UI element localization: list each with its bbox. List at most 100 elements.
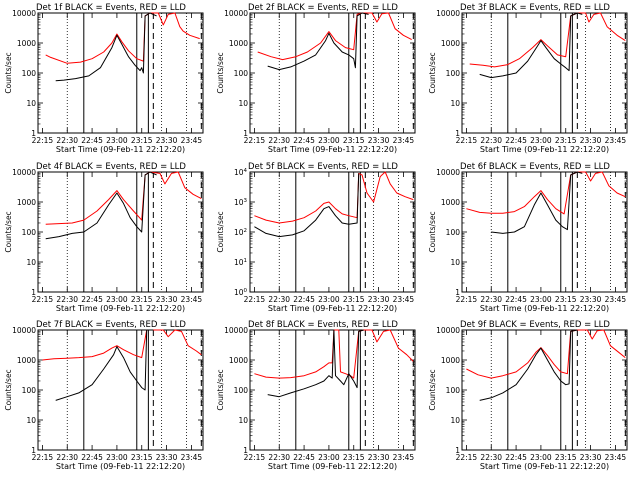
x-tick-label: 23:00 — [318, 295, 340, 304]
y-tick-label: 1000 — [17, 198, 36, 207]
y-axis-label: Counts/sec — [216, 369, 225, 410]
series-line-lld — [466, 171, 626, 215]
x-tick-label: 23:30 — [580, 295, 602, 304]
y-tick-label: 1 — [243, 129, 248, 138]
x-axis-label: Start Time (09-Feb-11 22:12:20) — [268, 304, 397, 313]
y-tick-label: 1 — [455, 446, 460, 455]
x-tick-label: 23:15 — [131, 453, 153, 462]
x-tick-label: 23:15 — [343, 295, 365, 304]
panel-7: Det 7f BLACK = Events, RED = LLD 1 10 100 10… — [4, 320, 204, 471]
x-tick-label: 23:00 — [318, 136, 340, 145]
x-axis-label: Start Time (09-Feb-11 22:12:20) — [56, 304, 185, 313]
x-axis-label: Start Time (09-Feb-11 22:12:20) — [56, 462, 185, 471]
y-tick-label: 100 — [234, 69, 249, 78]
x-tick-label: 22:45 — [293, 453, 315, 462]
y-tick-label: 10000 — [12, 9, 36, 18]
y-tick-label: 10 — [26, 258, 36, 267]
panel-title: Det 7f BLACK = Events, RED = LLD — [36, 320, 186, 330]
x-tick-label: 23:45 — [181, 295, 203, 304]
x-tick-label: 22:15 — [456, 453, 478, 462]
x-tick-label: 23:15 — [555, 295, 577, 304]
x-tick-label: 23:45 — [393, 295, 415, 304]
x-tick-label: 23:30 — [156, 295, 178, 304]
x-tick-label: 22:30 — [56, 136, 78, 145]
y-tick-label: 10 — [450, 258, 460, 267]
x-axis-label: Start Time (09-Feb-11 22:12:20) — [268, 462, 397, 471]
x-tick-label: 22:30 — [480, 453, 502, 462]
panel-title: Det 3f BLACK = Events, RED = LLD — [460, 3, 610, 13]
x-tick-label: 23:30 — [156, 453, 178, 462]
series-line-events — [55, 329, 154, 401]
y-tick-label: 1000 — [17, 39, 36, 48]
x-tick-label: 22:15 — [456, 136, 478, 145]
x-axis-label: Start Time (09-Feb-11 22:12:20) — [480, 304, 609, 313]
y-tick-label: 1 — [31, 288, 36, 297]
x-tick-label: 23:30 — [368, 453, 390, 462]
y-tick-label: 100 — [22, 228, 37, 237]
series-line-lld — [469, 12, 626, 68]
y-tick-label: 103 — [234, 198, 248, 207]
panel-4: Det 4f BLACK = Events, RED = LLD 1 10 100 10… — [4, 162, 204, 313]
y-axis-label: Counts/sec — [428, 369, 437, 410]
y-tick-label: 104 — [234, 168, 248, 177]
panel-3: Det 3f BLACK = Events, RED = LLD 1 10 100 10… — [428, 3, 628, 154]
y-tick-label: 100 — [234, 386, 249, 395]
x-tick-label: 22:30 — [268, 136, 290, 145]
panel-title: Det 5f BLACK = Events, RED = LLD — [248, 162, 398, 172]
panel-title: Det 4f BLACK = Events, RED = LLD — [36, 162, 186, 172]
x-tick-label: 22:15 — [244, 295, 266, 304]
series-line-lld — [254, 171, 414, 224]
y-tick-label: 10000 — [436, 168, 460, 177]
y-tick-label: 1 — [243, 446, 248, 455]
x-tick-label: 23:00 — [106, 295, 128, 304]
series-line-events — [267, 12, 369, 71]
y-tick-label: 1 — [31, 129, 36, 138]
x-tick-label: 23:00 — [106, 136, 128, 145]
y-tick-label: 1000 — [229, 39, 248, 48]
x-tick-label: 23:15 — [343, 136, 365, 145]
y-tick-label: 10 — [450, 416, 460, 425]
y-tick-label: 10000 — [436, 9, 460, 18]
plot-frame — [461, 171, 628, 293]
x-tick-label: 23:30 — [580, 136, 602, 145]
series-line-lld — [254, 329, 414, 379]
x-tick-label: 23:00 — [530, 295, 552, 304]
panel-1: Det 1f BLACK = Events, RED = LLD 1 10 100 10… — [4, 3, 204, 154]
y-tick-label: 10000 — [224, 326, 248, 335]
y-tick-label: 10 — [238, 99, 248, 108]
series-line-lld — [257, 12, 412, 61]
x-tick-label: 22:45 — [81, 453, 103, 462]
x-tick-label: 22:45 — [81, 295, 103, 304]
panel-2: Det 2f BLACK = Events, RED = LLD 1 10 100 10… — [216, 3, 416, 154]
x-tick-label: 22:15 — [244, 136, 266, 145]
y-axis-label: Counts/sec — [4, 369, 13, 410]
y-tick-label: 10 — [450, 99, 460, 108]
panel-8: Det 8f BLACK = Events, RED = LLD 1 10 100 10… — [216, 320, 416, 471]
x-axis-label: Start Time (09-Feb-11 22:12:20) — [480, 462, 609, 471]
x-tick-label: 23:15 — [131, 136, 153, 145]
x-tick-label: 23:30 — [368, 136, 390, 145]
x-tick-label: 23:45 — [605, 453, 627, 462]
x-tick-label: 23:45 — [181, 453, 203, 462]
x-tick-label: 22:45 — [505, 453, 527, 462]
series-line-lld — [45, 12, 200, 64]
y-tick-label: 1000 — [229, 356, 248, 365]
y-tick-label: 100 — [446, 228, 461, 237]
x-tick-label: 23:30 — [580, 453, 602, 462]
y-tick-label: 10000 — [12, 326, 36, 335]
series-line-lld — [42, 329, 202, 361]
x-axis-label: Start Time (09-Feb-11 22:12:20) — [268, 145, 397, 154]
series-line-events — [254, 173, 360, 238]
x-tick-label: 23:45 — [393, 453, 415, 462]
y-tick-label: 1 — [31, 446, 36, 455]
y-tick-label: 10 — [238, 416, 248, 425]
series-line-lld — [466, 329, 626, 379]
y-tick-label: 101 — [234, 258, 247, 267]
x-tick-label: 23:45 — [181, 136, 203, 145]
x-tick-label: 22:45 — [505, 295, 527, 304]
plot-frame — [249, 12, 416, 134]
series-line-events — [267, 329, 364, 398]
x-tick-label: 23:30 — [368, 295, 390, 304]
